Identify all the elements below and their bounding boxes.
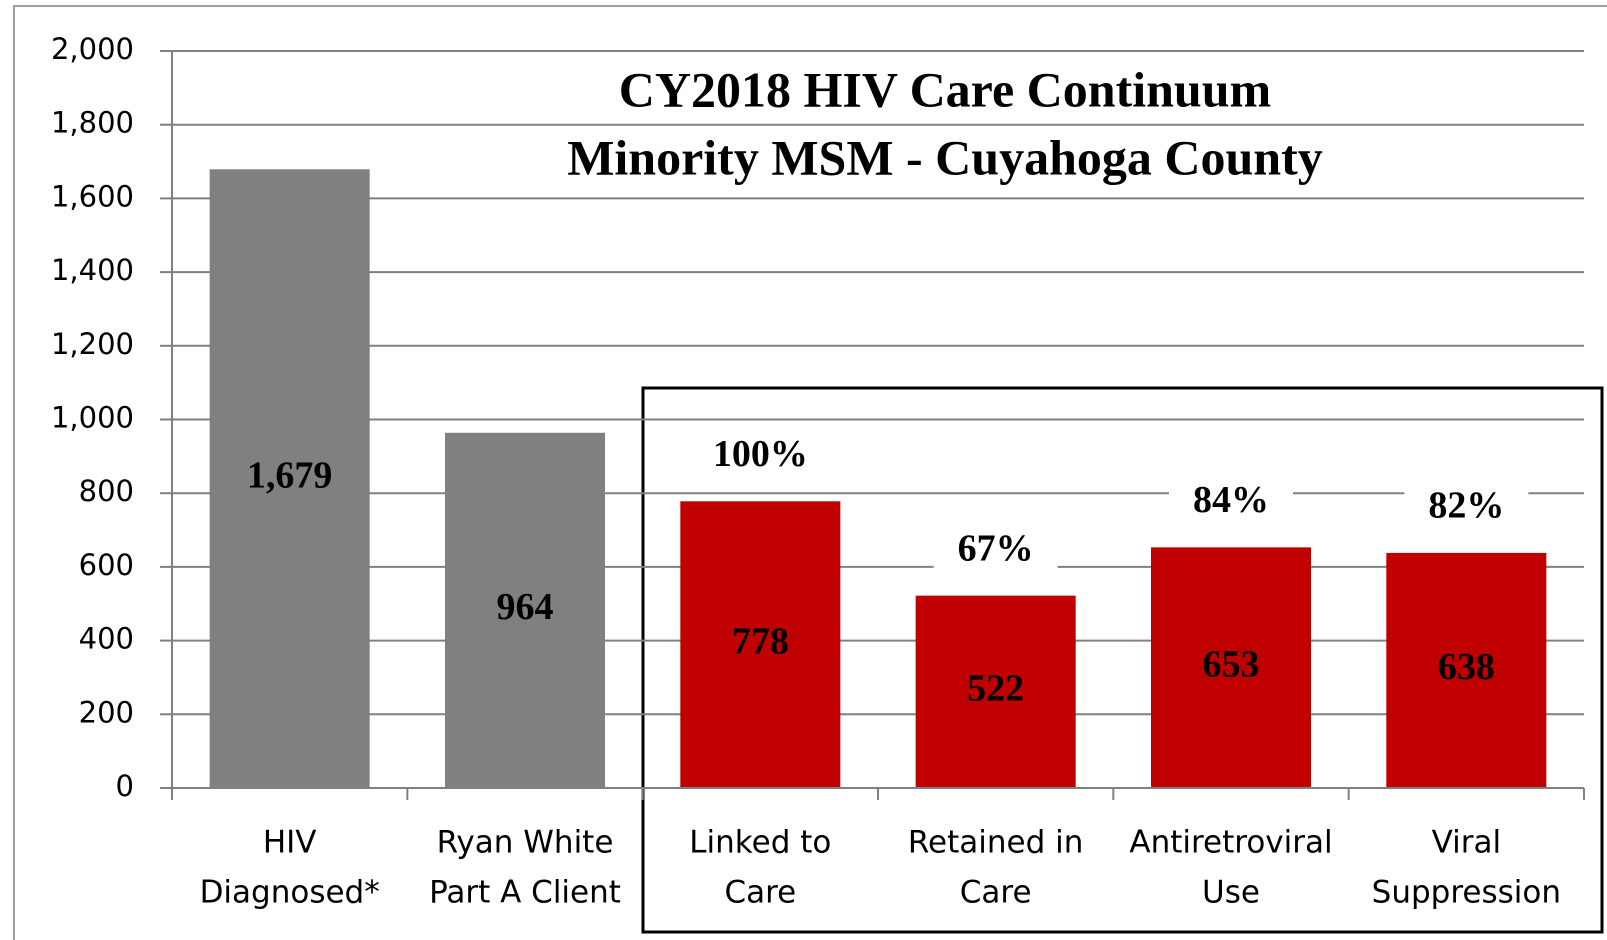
- x-tick-label: Diagnosed*: [200, 875, 380, 911]
- bar: [1150, 547, 1312, 788]
- y-tick-label: 1,200: [51, 327, 134, 361]
- data-label: 653: [1203, 643, 1260, 685]
- y-tick-label: 2,000: [51, 32, 134, 66]
- x-tick-label: Retained in: [908, 825, 1084, 861]
- chart-title: Minority MSM - Cuyahoga County: [567, 129, 1323, 185]
- x-tick-label: Linked to: [689, 825, 831, 861]
- data-label: 778: [732, 620, 789, 662]
- highlight-box: [641, 386, 1604, 934]
- bar: [1386, 552, 1547, 788]
- data-label: 638: [1438, 646, 1495, 688]
- bar: [444, 432, 606, 788]
- percent-label-bg: [1404, 484, 1529, 533]
- grid: [172, 50, 1584, 716]
- percent-label: 84%: [1193, 479, 1269, 521]
- x-tick-label: HIV: [263, 825, 317, 861]
- y-tick-label: 1,600: [51, 179, 134, 213]
- y-tick-label: 200: [79, 695, 134, 729]
- y-tick-label: 1,800: [51, 106, 134, 140]
- bar: [915, 595, 1076, 788]
- x-tick-label: Care: [960, 875, 1032, 911]
- y-tick-label: 1,000: [51, 401, 134, 435]
- data-label: 1,679: [247, 454, 333, 496]
- y-tick-label: 800: [79, 474, 134, 508]
- percent-label: 82%: [1428, 485, 1504, 527]
- chart-title: CY2018 HIV Care Continuum: [619, 61, 1271, 117]
- percent-label: 100%: [713, 433, 808, 475]
- bar: [209, 169, 370, 788]
- x-tick-label: Care: [724, 875, 796, 911]
- percent-label: 67%: [958, 527, 1034, 569]
- y-tick-label: 600: [79, 548, 134, 582]
- x-tick-label: Ryan White: [437, 825, 614, 861]
- x-tick-label: Antiretroviral: [1129, 825, 1332, 861]
- data-label: 522: [967, 668, 1024, 710]
- percent-label-bg: [933, 527, 1058, 576]
- x-tick-label: Viral: [1432, 825, 1502, 861]
- y-tick-label: 0: [116, 769, 134, 803]
- x-tick-label: Use: [1202, 875, 1260, 911]
- chart-frame: [13, 5, 1607, 940]
- data-label: 964: [497, 586, 554, 628]
- bar: [680, 501, 841, 788]
- percent-label-bg: [698, 433, 823, 482]
- x-tick-label: Part A Client: [429, 875, 621, 911]
- percent-label-bg: [1169, 479, 1293, 528]
- y-tick-label: 400: [79, 622, 134, 656]
- y-tick-label: 1,400: [51, 253, 134, 287]
- x-tick-label: Suppression: [1372, 875, 1561, 911]
